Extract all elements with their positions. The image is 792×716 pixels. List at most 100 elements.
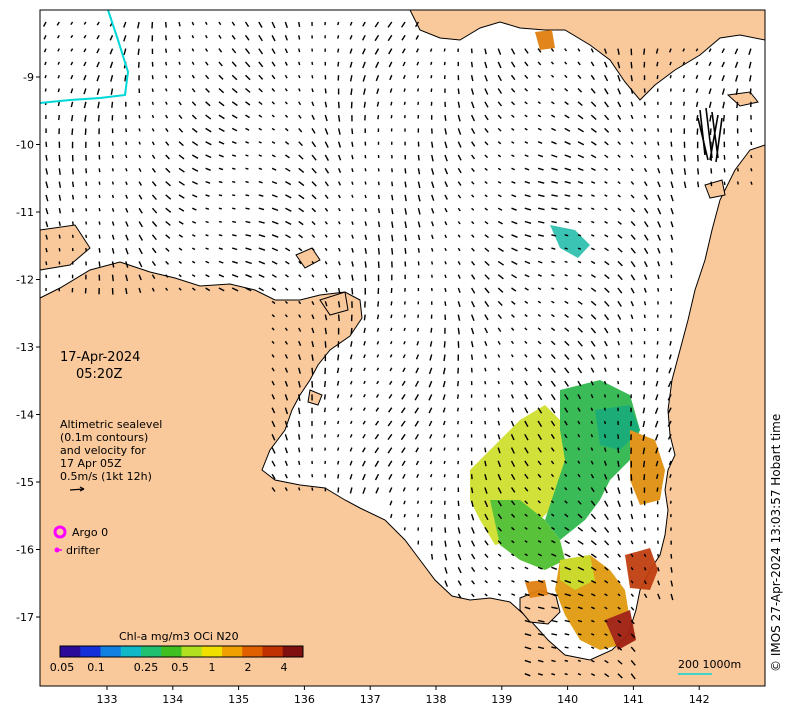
velocity-arrow <box>70 48 74 52</box>
velocity-arrow <box>337 420 340 425</box>
velocity-arrow <box>205 247 209 250</box>
y-tick-label: -10 <box>16 139 34 152</box>
velocity-arrow <box>630 513 634 520</box>
velocity-arrow <box>83 21 87 25</box>
velocity-arrow <box>457 540 462 548</box>
velocity-arrow <box>258 101 263 106</box>
velocity-arrow <box>590 127 597 133</box>
velocity-arrow <box>667 407 672 414</box>
velocity-arrow <box>311 207 317 213</box>
velocity-arrow <box>271 141 276 144</box>
velocity-arrow <box>564 566 571 571</box>
velocity-arrow <box>298 127 303 133</box>
velocity-arrow <box>551 274 555 277</box>
velocity-arrow <box>337 128 341 135</box>
velocity-arrow <box>298 74 301 79</box>
velocity-arrow <box>537 606 545 610</box>
velocity-arrow <box>377 181 380 186</box>
velocity-arrow <box>443 447 446 451</box>
velocity-arrow <box>630 673 636 680</box>
velocity-arrow <box>165 61 168 66</box>
velocity-arrow <box>537 287 542 291</box>
velocity-arrow <box>497 447 501 454</box>
velocity-arrow <box>387 420 393 427</box>
velocity-arrow <box>414 380 420 387</box>
velocity-arrow <box>58 234 61 239</box>
velocity-arrow <box>444 115 447 121</box>
velocity-arrow <box>218 48 223 53</box>
velocity-arrow <box>550 487 555 491</box>
velocity-arrow <box>374 473 380 481</box>
velocity-arrow <box>564 314 569 318</box>
velocity-arrow <box>604 101 609 108</box>
velocity-arrow <box>337 261 341 266</box>
colorbar-title: Chl-a mg/m3 OCi N20 <box>119 630 239 643</box>
velocity-arrow <box>524 260 531 265</box>
velocity-arrow <box>577 433 581 438</box>
velocity-arrow <box>351 247 354 253</box>
velocity-arrow <box>351 287 354 295</box>
velocity-arrow <box>178 194 185 199</box>
velocity-arrow <box>363 101 366 108</box>
velocity-arrow <box>45 207 49 215</box>
velocity-arrow <box>165 35 167 41</box>
velocity-arrow <box>617 247 623 253</box>
velocity-arrow <box>258 287 264 292</box>
velocity-arrow <box>683 181 687 189</box>
velocity-arrow <box>444 580 448 587</box>
velocity-arrow <box>577 553 585 558</box>
velocity-arrow <box>376 340 380 345</box>
velocity-arrow <box>484 300 490 308</box>
velocity-arrow <box>245 114 250 119</box>
velocity-arrow <box>361 48 366 55</box>
velocity-arrow <box>245 194 250 197</box>
velocity-arrow <box>577 180 584 184</box>
velocity-arrow <box>401 394 406 400</box>
velocity-arrow <box>657 154 660 160</box>
velocity-arrow <box>205 61 209 66</box>
velocity-arrow <box>376 367 380 371</box>
velocity-arrow <box>510 407 515 413</box>
velocity-arrow <box>298 460 301 465</box>
velocity-arrow <box>57 101 60 107</box>
velocity-arrow <box>484 420 487 425</box>
velocity-arrow <box>470 540 476 547</box>
velocity-arrow <box>590 367 595 373</box>
velocity-arrow <box>457 553 462 561</box>
velocity-arrow <box>44 61 47 66</box>
velocity-arrow <box>401 48 406 54</box>
velocity-arrow <box>590 354 595 360</box>
velocity-arrow <box>400 407 406 414</box>
velocity-arrow <box>722 115 725 122</box>
velocity-arrow <box>151 141 155 146</box>
velocity-arrow <box>151 207 158 214</box>
velocity-arrow <box>205 274 210 278</box>
velocity-arrow <box>643 314 646 319</box>
velocity-arrow <box>510 327 515 331</box>
velocity-arrow <box>349 420 353 425</box>
velocity-arrow <box>656 354 659 359</box>
colorbar-segment <box>201 646 223 657</box>
scale-arrowhead-icon <box>79 486 85 492</box>
velocity-arrow <box>298 114 302 119</box>
velocity-arrow <box>670 207 674 215</box>
velocity-arrow <box>590 407 594 412</box>
velocity-arrow <box>389 88 393 93</box>
velocity-arrow <box>390 101 393 106</box>
scale-arrow-icon <box>69 488 85 491</box>
velocity-arrow <box>604 274 610 280</box>
velocity-arrow <box>364 208 367 212</box>
velocity-arrow <box>604 619 608 623</box>
velocity-arrow <box>524 420 529 428</box>
velocity-arrow <box>285 180 292 186</box>
velocity-arrow <box>57 88 60 93</box>
velocity-arrow <box>401 447 406 454</box>
velocity-arrow <box>643 181 648 187</box>
velocity-arrow <box>470 354 474 360</box>
velocity-arrow <box>577 234 582 237</box>
velocity-arrow <box>400 433 406 441</box>
velocity-arrow <box>734 48 739 55</box>
velocity-arrow <box>417 154 420 161</box>
colorbar-segment <box>141 646 162 657</box>
velocity-arrow <box>457 513 460 521</box>
